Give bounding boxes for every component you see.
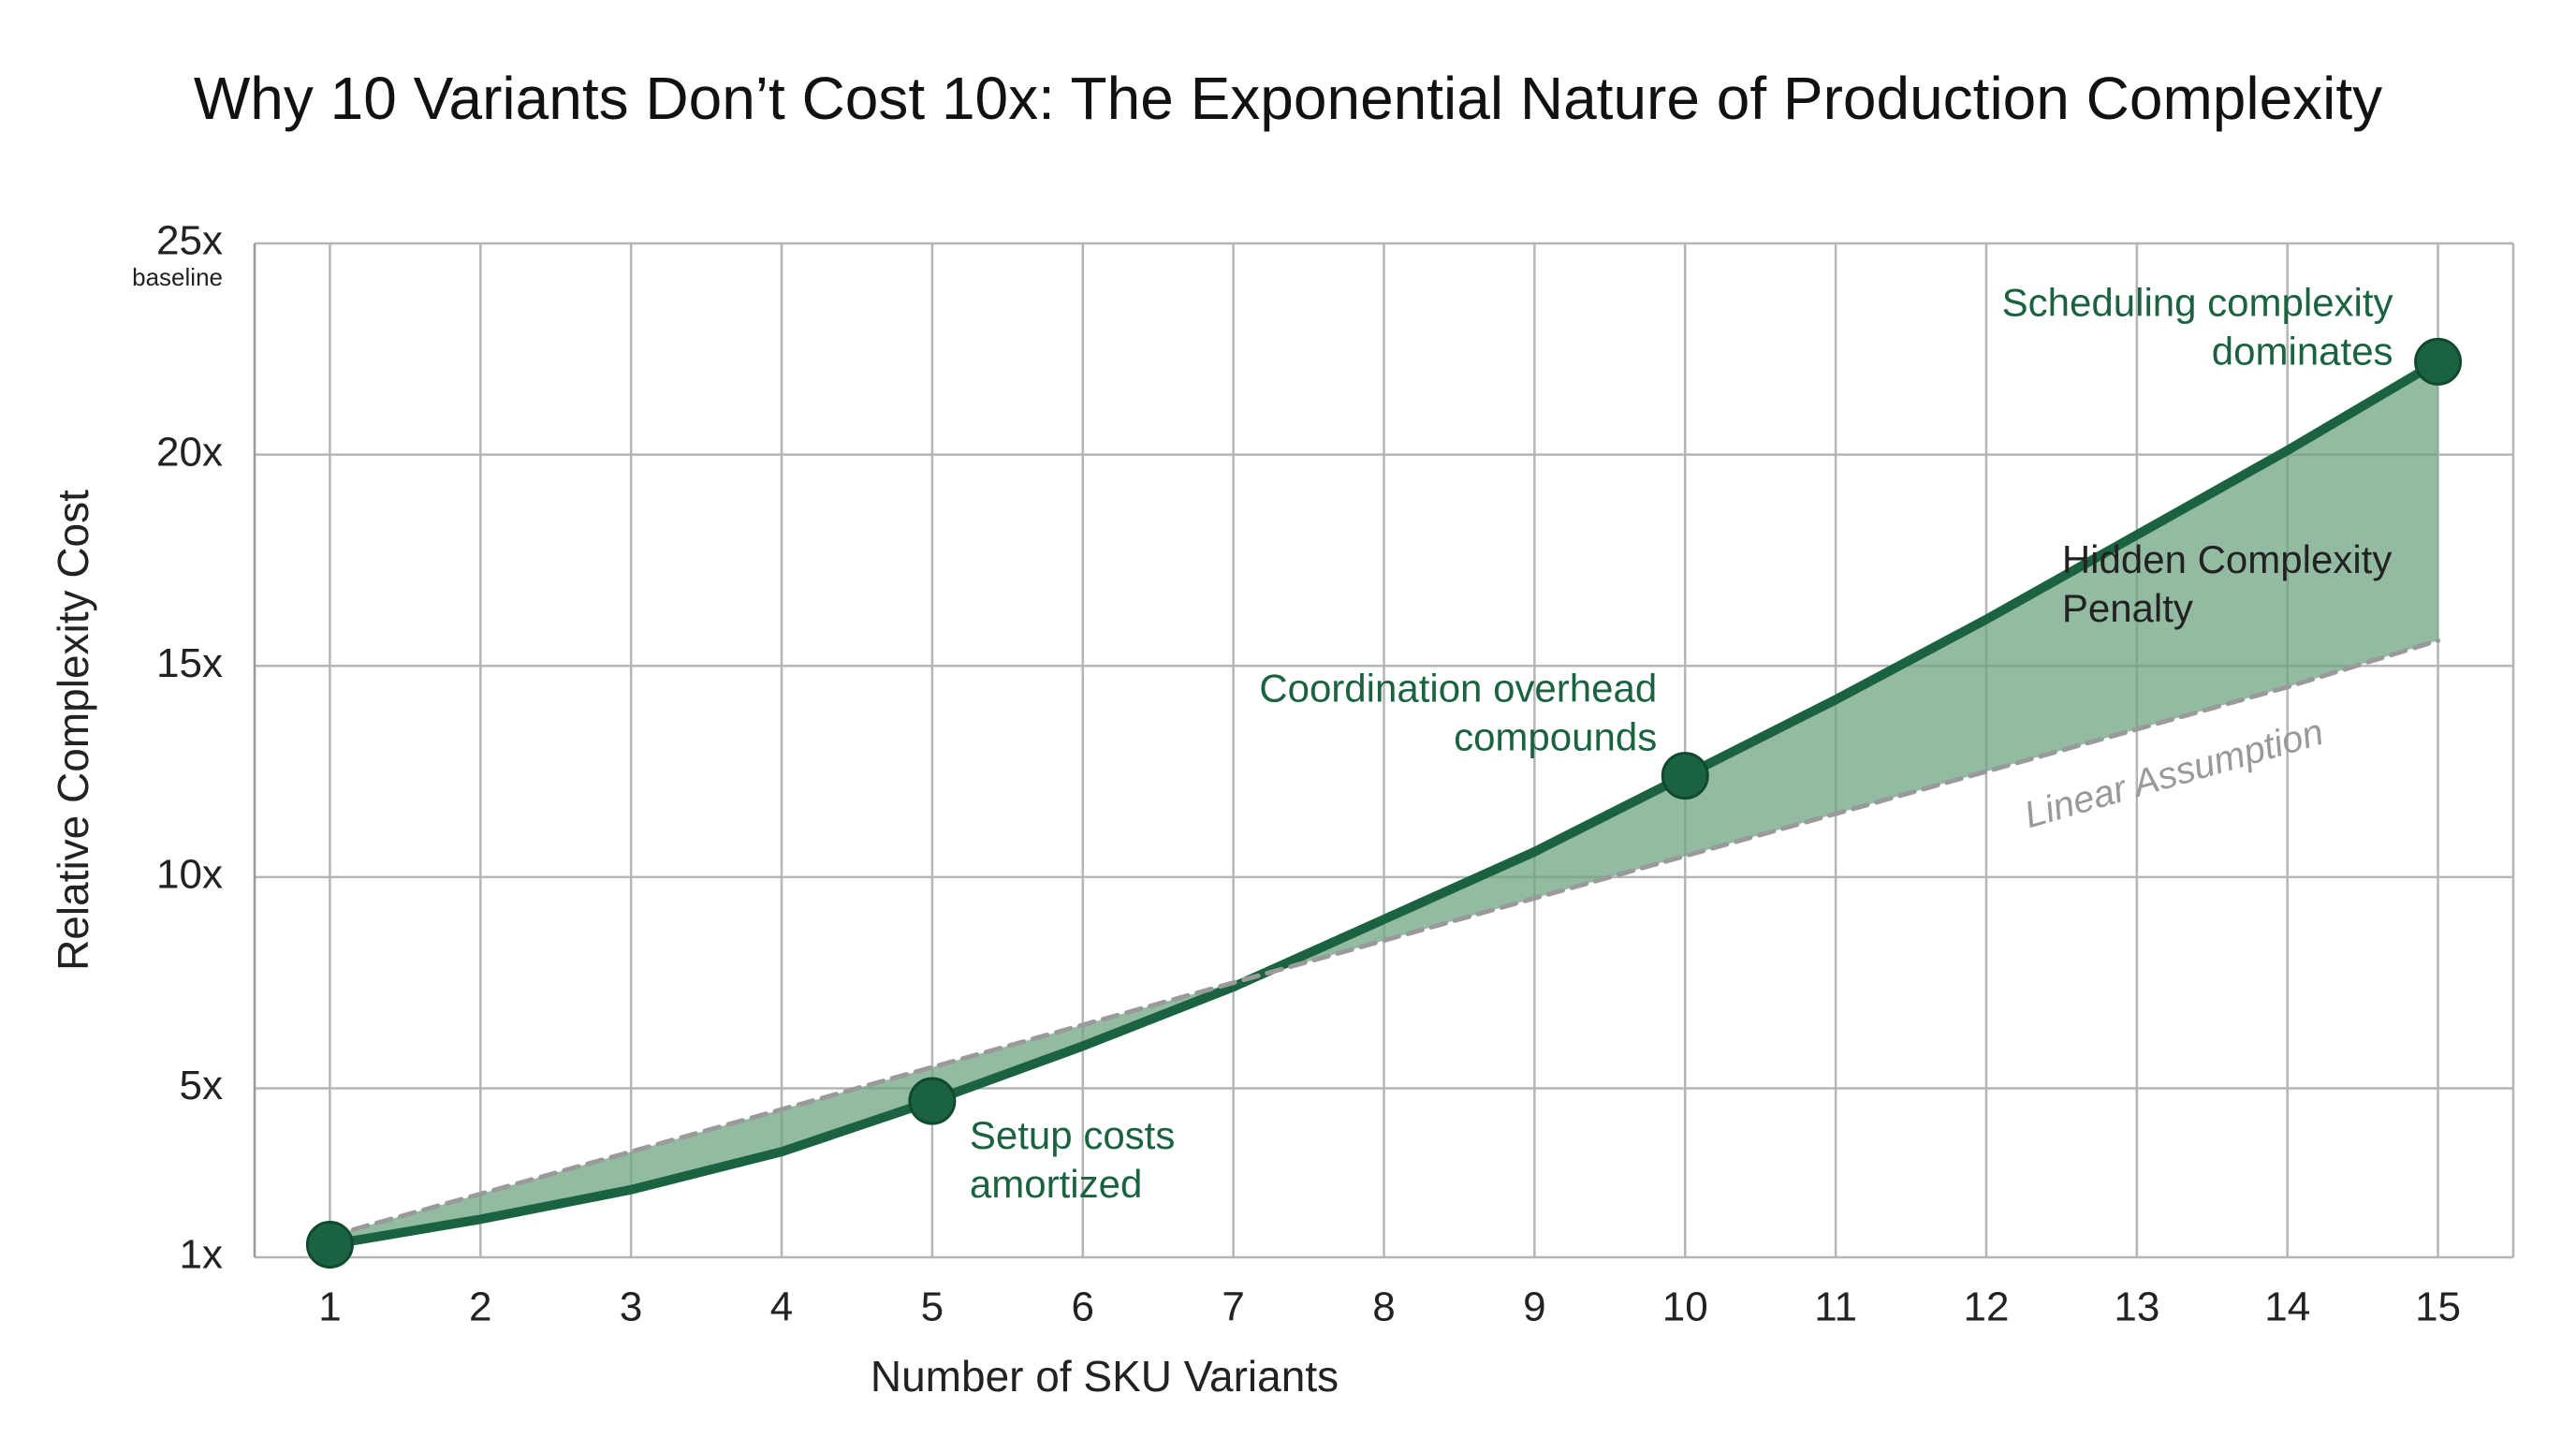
x-tick-label: 14 [2264,1284,2310,1330]
x-tick-label: 4 [770,1284,793,1330]
x-tick-label: 5 [921,1284,944,1330]
annotation: Penalty [2062,586,2193,630]
x-tick-label: 1 [318,1284,341,1330]
y-tick-label: 5x [180,1063,223,1108]
complexity-line [325,357,2443,1250]
y-tick-label: 25x [156,218,223,264]
x-tick-label: 8 [1372,1284,1395,1330]
x-tick-label: 12 [1963,1284,2009,1330]
x-tick-label: 2 [469,1284,491,1330]
x-tick-label: 3 [620,1284,642,1330]
annotation: Hidden Complexity [2062,537,2393,581]
x-axis-label: Number of SKU Variants [871,1352,1339,1401]
x-tick-label: 11 [1814,1284,1857,1330]
annotation: amortized [970,1162,1142,1206]
x-tick-label: 10 [1662,1284,1708,1330]
y-top-note: baseline [132,263,223,291]
annotation: Scheduling complexity [2002,280,2393,324]
marker [908,1077,957,1125]
marker [305,1220,354,1269]
marker [2414,337,2463,386]
y-tick-label: 1x [180,1232,223,1278]
x-tick-label: 6 [1072,1284,1094,1330]
y-tick-label: 10x [156,852,223,898]
x-tick-label: 15 [2415,1284,2461,1330]
x-tick-label: 13 [2114,1284,2159,1330]
x-tick-label: 9 [1523,1284,1545,1330]
y-tick-label: 20x [156,429,223,475]
chart-title: Why 10 Variants Don’t Cost 10x: The Expo… [194,65,2382,132]
y-axis-label: Relative Complexity Cost [49,490,97,971]
annotation: compounds [1454,715,1657,759]
x-tick-label: 7 [1222,1284,1244,1330]
y-tick-label: 15x [156,640,223,686]
marker [1661,752,1709,800]
linear-line [327,638,2441,1239]
annotation: Setup costs [970,1113,1175,1157]
annotation: Coordination overhead [1259,667,1657,711]
annotation: dominates [2212,329,2393,373]
